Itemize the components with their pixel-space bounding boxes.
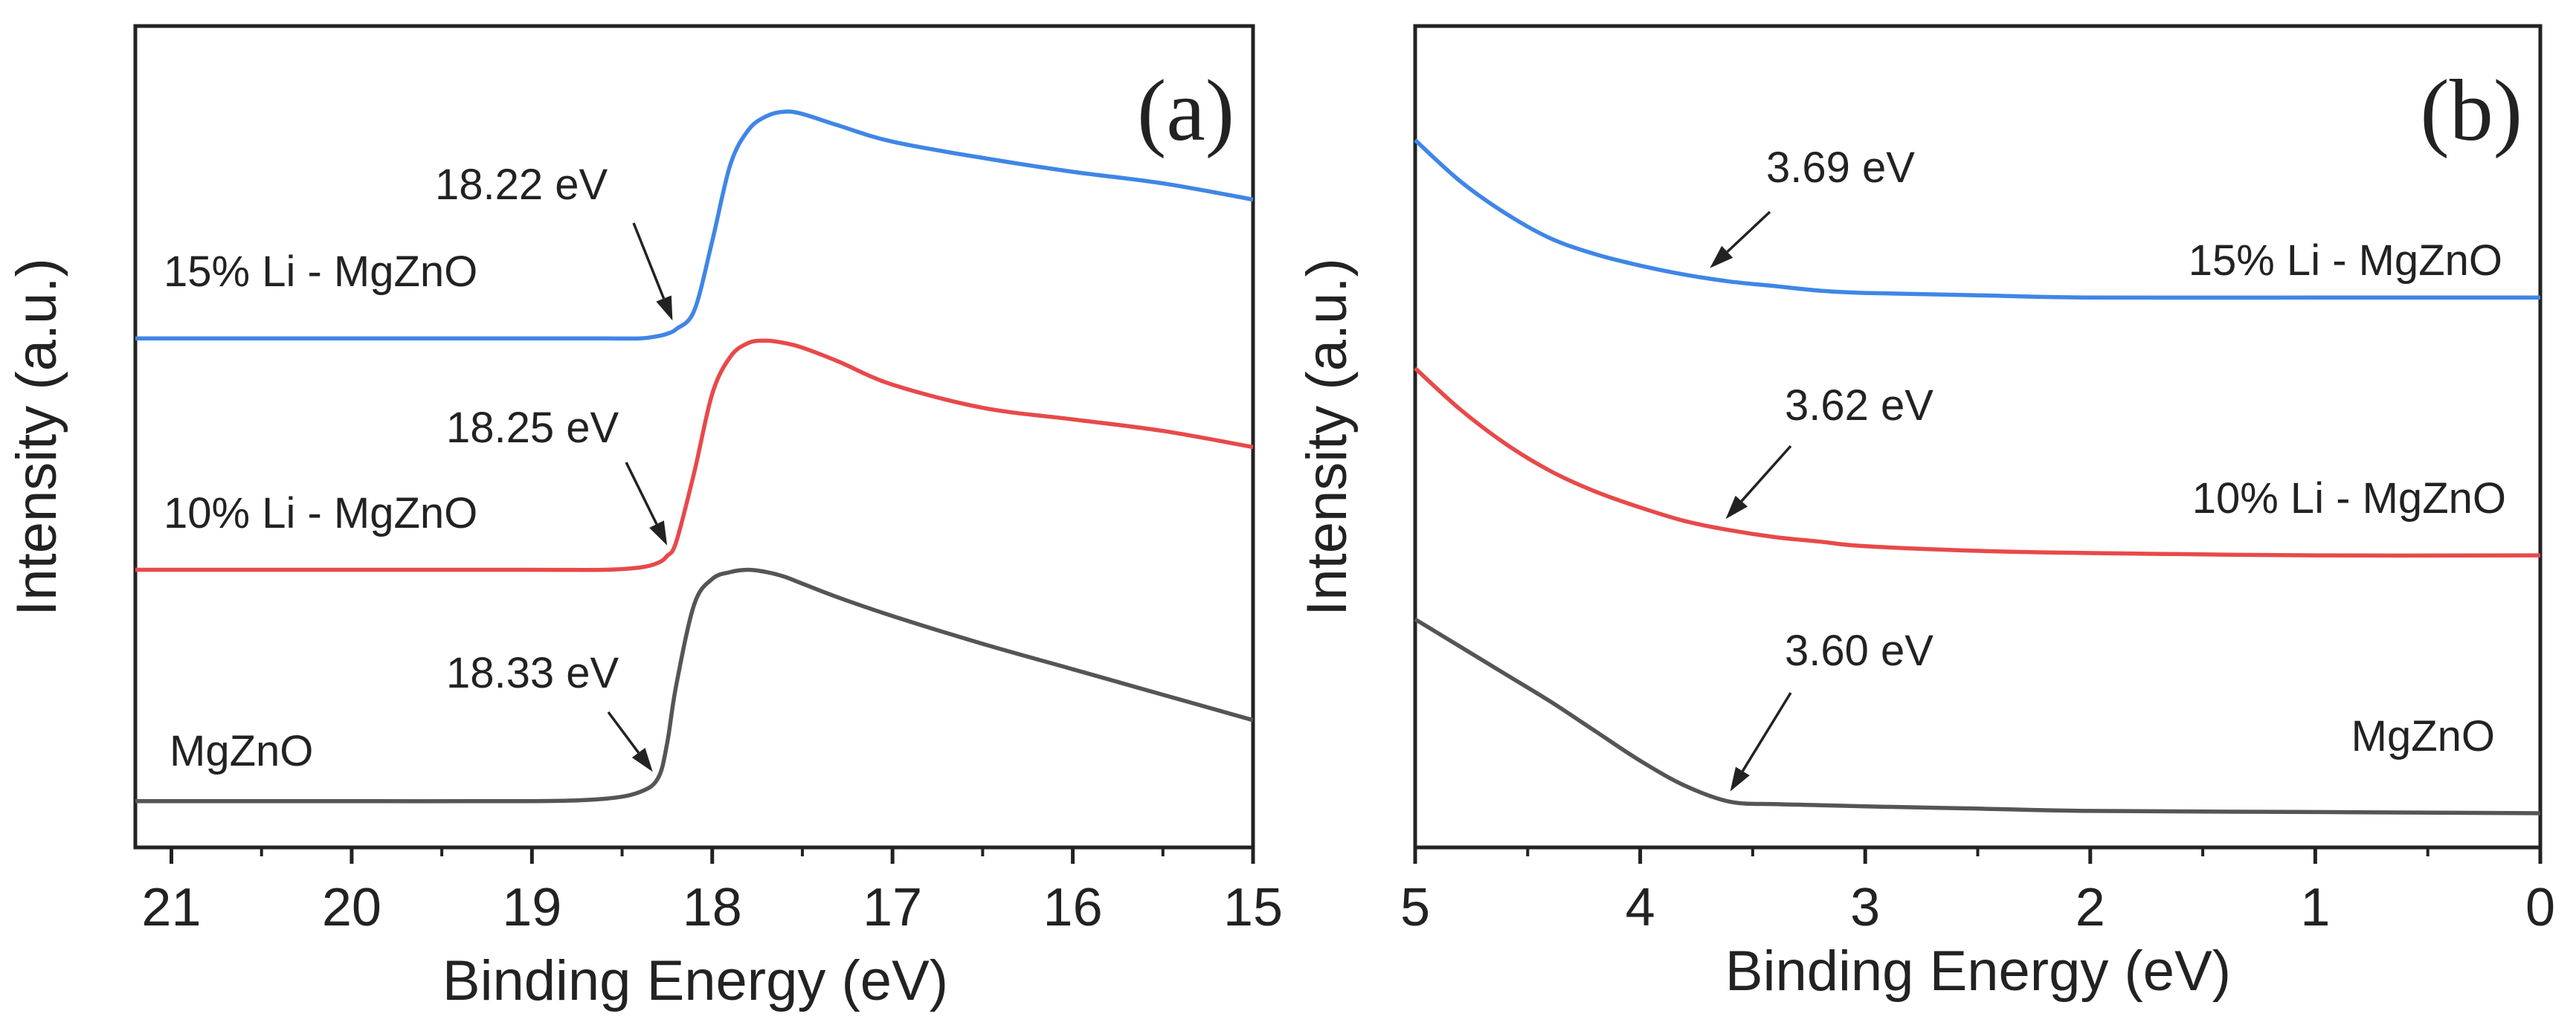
series-line-10pct-li-mgzno [135, 338, 1254, 572]
x-tick-label-3: 3 [1850, 878, 1880, 937]
panel-b-y-axis-label: Intensity (a.u.) [1295, 258, 1359, 616]
panel-a-x-axis-label: Binding Energy (eV) [442, 949, 948, 1012]
annotation-label-18-33-ev: 18.33 eV [446, 649, 619, 697]
panel-a-annotations: 18.33 eV 18.25 eV 18.22 eV [435, 161, 673, 772]
annotation-arrow-3-62-ev [1740, 445, 1792, 503]
annotation-arrow-3-60-ev [1741, 692, 1792, 772]
series-label-15pct-li-mgzno: 15% Li - MgZnO [164, 248, 477, 296]
series-label-mgzno: MgZnO [170, 727, 313, 775]
panel-a: 21 20 19 18 17 16 15 MgZnO 10% Li - MgZnO 15% Li… [5, 24, 1283, 1012]
series-label-mgzno: MgZnO [2351, 712, 2495, 760]
series-line-mgzno [1414, 617, 2541, 815]
series-line-10pct-li-mgzno [1414, 366, 2541, 558]
annotation-label-18-22-ev: 18.22 eV [435, 161, 608, 209]
panel-b-annotations: 3.60 eV 3.62 eV 3.69 eV [1710, 143, 1933, 792]
panel-b-series: MgZnO 10% Li - MgZnO 15% Li - MgZnO [1414, 138, 2541, 815]
panel-a-plot-frame [133, 24, 1255, 850]
panel-b-x-axis-label: Binding Energy (eV) [1725, 940, 2231, 1003]
annotation-arrowhead-3-69-ev [1710, 245, 1733, 268]
panel-a-y-axis-label: Intensity (a.u.) [5, 258, 68, 616]
series-label-10pct-li-mgzno: 10% Li - MgZnO [2192, 474, 2506, 523]
x-tick-label-21: 21 [141, 878, 201, 937]
panel-b-x-ticks: 5 4 3 2 1 0 [1400, 847, 2555, 937]
series-line-15pct-li-mgzno [1414, 138, 2540, 300]
annotation-arrowhead-18-33-ev [631, 748, 653, 772]
series-label-10pct-li-mgzno: 10% Li - MgZnO [164, 489, 477, 537]
x-tick-label-2: 2 [2076, 878, 2105, 937]
x-tick-label-0: 0 [2525, 878, 2555, 937]
annotation-label-18-25-ev: 18.25 eV [446, 404, 619, 452]
x-tick-label-19: 19 [502, 878, 561, 937]
x-tick-label-16: 16 [1043, 878, 1103, 937]
x-tick-label-15: 15 [1223, 878, 1283, 937]
x-tick-label-4: 4 [1626, 878, 1655, 937]
x-tick-label-18: 18 [683, 878, 742, 937]
annotation-label-3-62-ev: 3.62 eV [1785, 381, 1933, 430]
panel-a-label: (a) [1137, 62, 1234, 159]
series-line-15pct-li-mgzno [135, 109, 1254, 341]
annotation-arrow-18-25-ev [625, 462, 658, 525]
annotation-arrowhead-18-25-ev [649, 520, 668, 546]
annotation-arrowhead-18-22-ev [656, 295, 673, 321]
annotation-label-3-69-ev: 3.69 eV [1766, 143, 1915, 192]
x-tick-label-17: 17 [863, 878, 922, 937]
panel-b-label: (b) [2420, 62, 2522, 159]
series-label-15pct-li-mgzno: 15% Li - MgZnO [2189, 236, 2502, 285]
annotation-arrow-18-33-ev [607, 711, 640, 754]
annotation-arrow-18-22-ev [632, 222, 666, 300]
x-tick-label-5: 5 [1400, 878, 1430, 937]
panel-a-series: MgZnO 10% Li - MgZnO 15% Li - MgZnO [135, 109, 1254, 804]
annotation-arrowhead-3-62-ev [1725, 495, 1748, 520]
series-line-mgzno [135, 567, 1254, 804]
x-tick-label-1: 1 [2300, 878, 2330, 937]
panel-a-x-ticks: 21 20 19 18 17 16 15 [141, 847, 1283, 937]
annotation-arrow-3-69-ev [1726, 210, 1771, 253]
annotation-arrowhead-3-60-ev [1730, 766, 1750, 792]
x-tick-label-20: 20 [322, 878, 381, 937]
panel-b: 5 4 3 2 1 0 MgZnO 10% Li - MgZnO 15% Li - MgZnO… [1295, 24, 2555, 1003]
annotation-label-3-60-ev: 3.60 eV [1785, 627, 1933, 675]
